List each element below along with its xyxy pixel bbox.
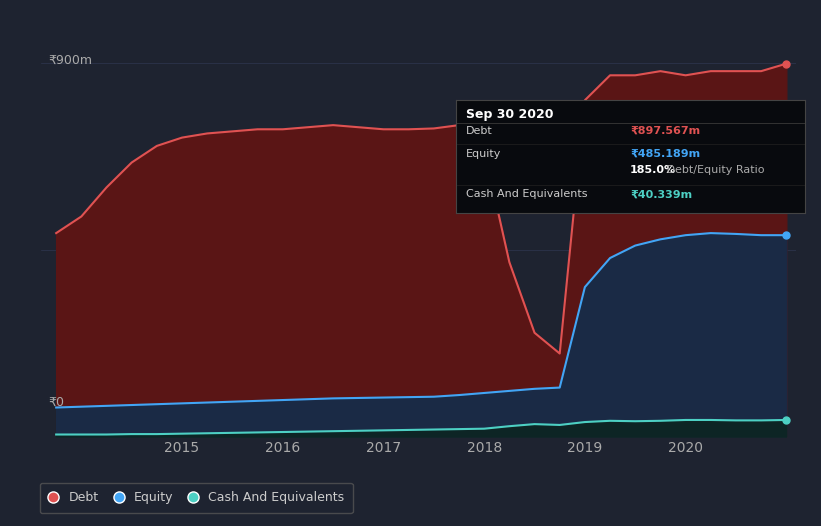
- Text: ₹900m: ₹900m: [48, 54, 93, 67]
- Text: Cash And Equivalents: Cash And Equivalents: [466, 189, 588, 199]
- Text: Debt: Debt: [466, 126, 493, 136]
- Text: Equity: Equity: [466, 149, 502, 159]
- Text: Sep 30 2020: Sep 30 2020: [466, 108, 553, 121]
- Text: ₹485.189m: ₹485.189m: [631, 149, 700, 159]
- Legend: Debt, Equity, Cash And Equivalents: Debt, Equity, Cash And Equivalents: [39, 483, 353, 513]
- Text: 185.0%: 185.0%: [631, 165, 677, 175]
- Text: Debt/Equity Ratio: Debt/Equity Ratio: [663, 165, 765, 175]
- Text: ₹40.339m: ₹40.339m: [631, 189, 692, 199]
- Text: ₹0: ₹0: [48, 396, 65, 409]
- Text: ₹897.567m: ₹897.567m: [631, 126, 700, 136]
